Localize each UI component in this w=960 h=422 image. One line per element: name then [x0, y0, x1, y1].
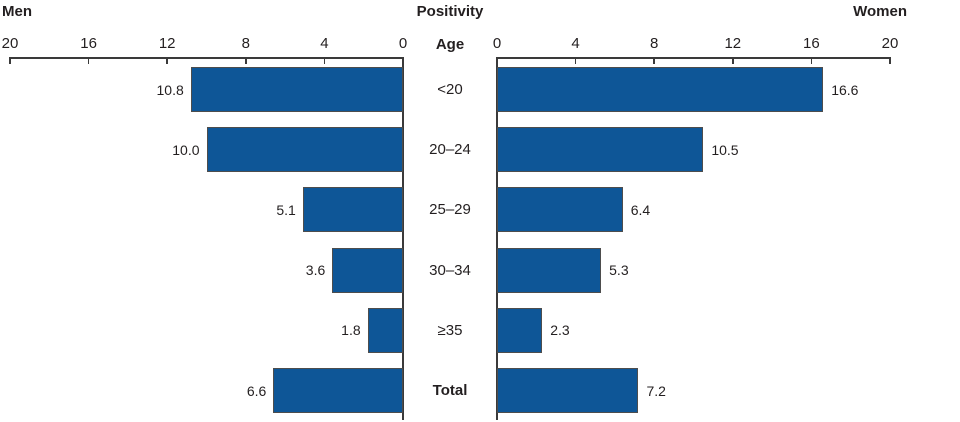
age-category-label: 20–24 [429, 141, 471, 159]
bar-women-value: 6.4 [630, 201, 651, 218]
men-axis-tick-label: 20 [1, 35, 19, 52]
bar-women-30–34 [497, 247, 602, 293]
women-axis-tick-label: 20 [881, 35, 899, 52]
bar-men-<20 [190, 67, 403, 112]
chart-title: Positivity [416, 3, 484, 20]
bar-men-value: 3.6 [305, 262, 326, 279]
age-axis-header: Age [435, 36, 465, 53]
age-category-label: 25–29 [429, 201, 471, 219]
women-axis-tick [810, 57, 813, 64]
women-axis-tick-label: 8 [650, 35, 659, 52]
age-category-label: Total [432, 382, 468, 399]
women-axis-tick [653, 57, 655, 64]
men-axis-tick [245, 57, 247, 64]
bar-women-25–29 [497, 187, 623, 233]
men-axis-tick-label: 8 [241, 35, 250, 52]
women-axis-tick [496, 57, 498, 64]
men-axis-tick [323, 57, 326, 64]
women-axis-tick-label: 16 [803, 35, 820, 52]
women-axis-tick-label: 12 [724, 35, 742, 52]
age-category-label: 30–34 [429, 261, 471, 279]
age-category-label: ≥35 [437, 321, 463, 339]
bar-men-20–24 [206, 127, 403, 173]
bar-men-25–29 [302, 187, 403, 233]
bar-men-value: 10.0 [172, 141, 200, 158]
women-series-label: Women [853, 3, 907, 20]
women-axis-tick [732, 57, 734, 64]
men-axis-tick [9, 57, 11, 64]
bar-women-≥35 [497, 307, 543, 353]
men-axis-tick-label: 12 [158, 35, 176, 52]
men-axis-tick-label: 0 [398, 35, 408, 52]
bar-women-value: 10.5 [711, 141, 739, 158]
women-axis-tick [574, 57, 577, 64]
men-axis-line [10, 57, 403, 59]
bar-women-Total [497, 368, 639, 413]
men-axis-tick [87, 57, 90, 64]
women-axis-tick-label: 0 [492, 35, 502, 52]
bar-women-value: 7.2 [646, 382, 666, 399]
bar-men-≥35 [367, 307, 403, 353]
bar-men-Total [273, 368, 403, 413]
men-axis-tick-label: 16 [80, 35, 97, 52]
men-zero-baseline [402, 57, 404, 420]
bar-men-value: 10.8 [156, 81, 184, 98]
men-axis-tick [402, 57, 404, 64]
bar-women-value: 16.6 [831, 81, 859, 98]
women-axis-tick [889, 57, 891, 64]
bar-men-value: 6.6 [246, 382, 267, 399]
bar-women-value: 5.3 [609, 262, 629, 279]
men-axis-tick [166, 57, 168, 64]
age-category-label: <20 [437, 81, 463, 98]
bar-men-value: 5.1 [276, 201, 296, 218]
men-series-label: Men [2, 3, 32, 20]
women-axis-tick-label: 4 [571, 35, 580, 52]
bar-men-30–34 [332, 247, 403, 293]
men-axis-tick-label: 4 [320, 35, 329, 52]
women-axis-line [497, 57, 890, 59]
bar-women-value: 2.3 [550, 322, 570, 339]
women-zero-baseline [496, 57, 498, 420]
bar-women-<20 [497, 67, 824, 112]
bar-men-value: 1.8 [341, 322, 361, 339]
bar-women-20–24 [497, 127, 704, 173]
